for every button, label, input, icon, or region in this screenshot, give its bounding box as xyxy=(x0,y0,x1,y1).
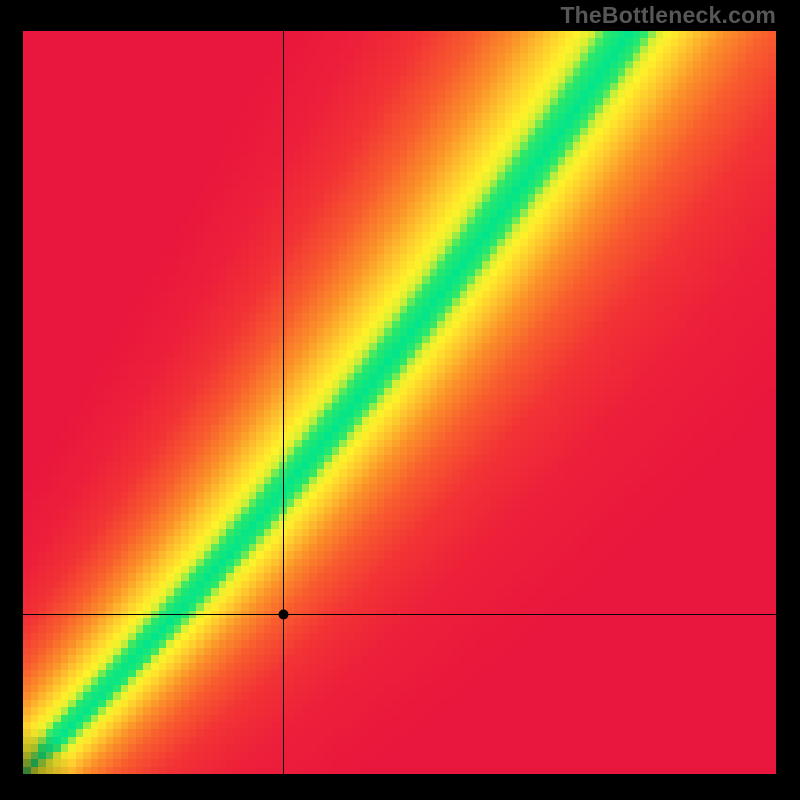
site-watermark: TheBottleneck.com xyxy=(560,2,776,29)
chart-frame: TheBottleneck.com xyxy=(0,0,800,800)
heatmap-canvas xyxy=(23,31,776,774)
heatmap-plot xyxy=(23,31,776,774)
